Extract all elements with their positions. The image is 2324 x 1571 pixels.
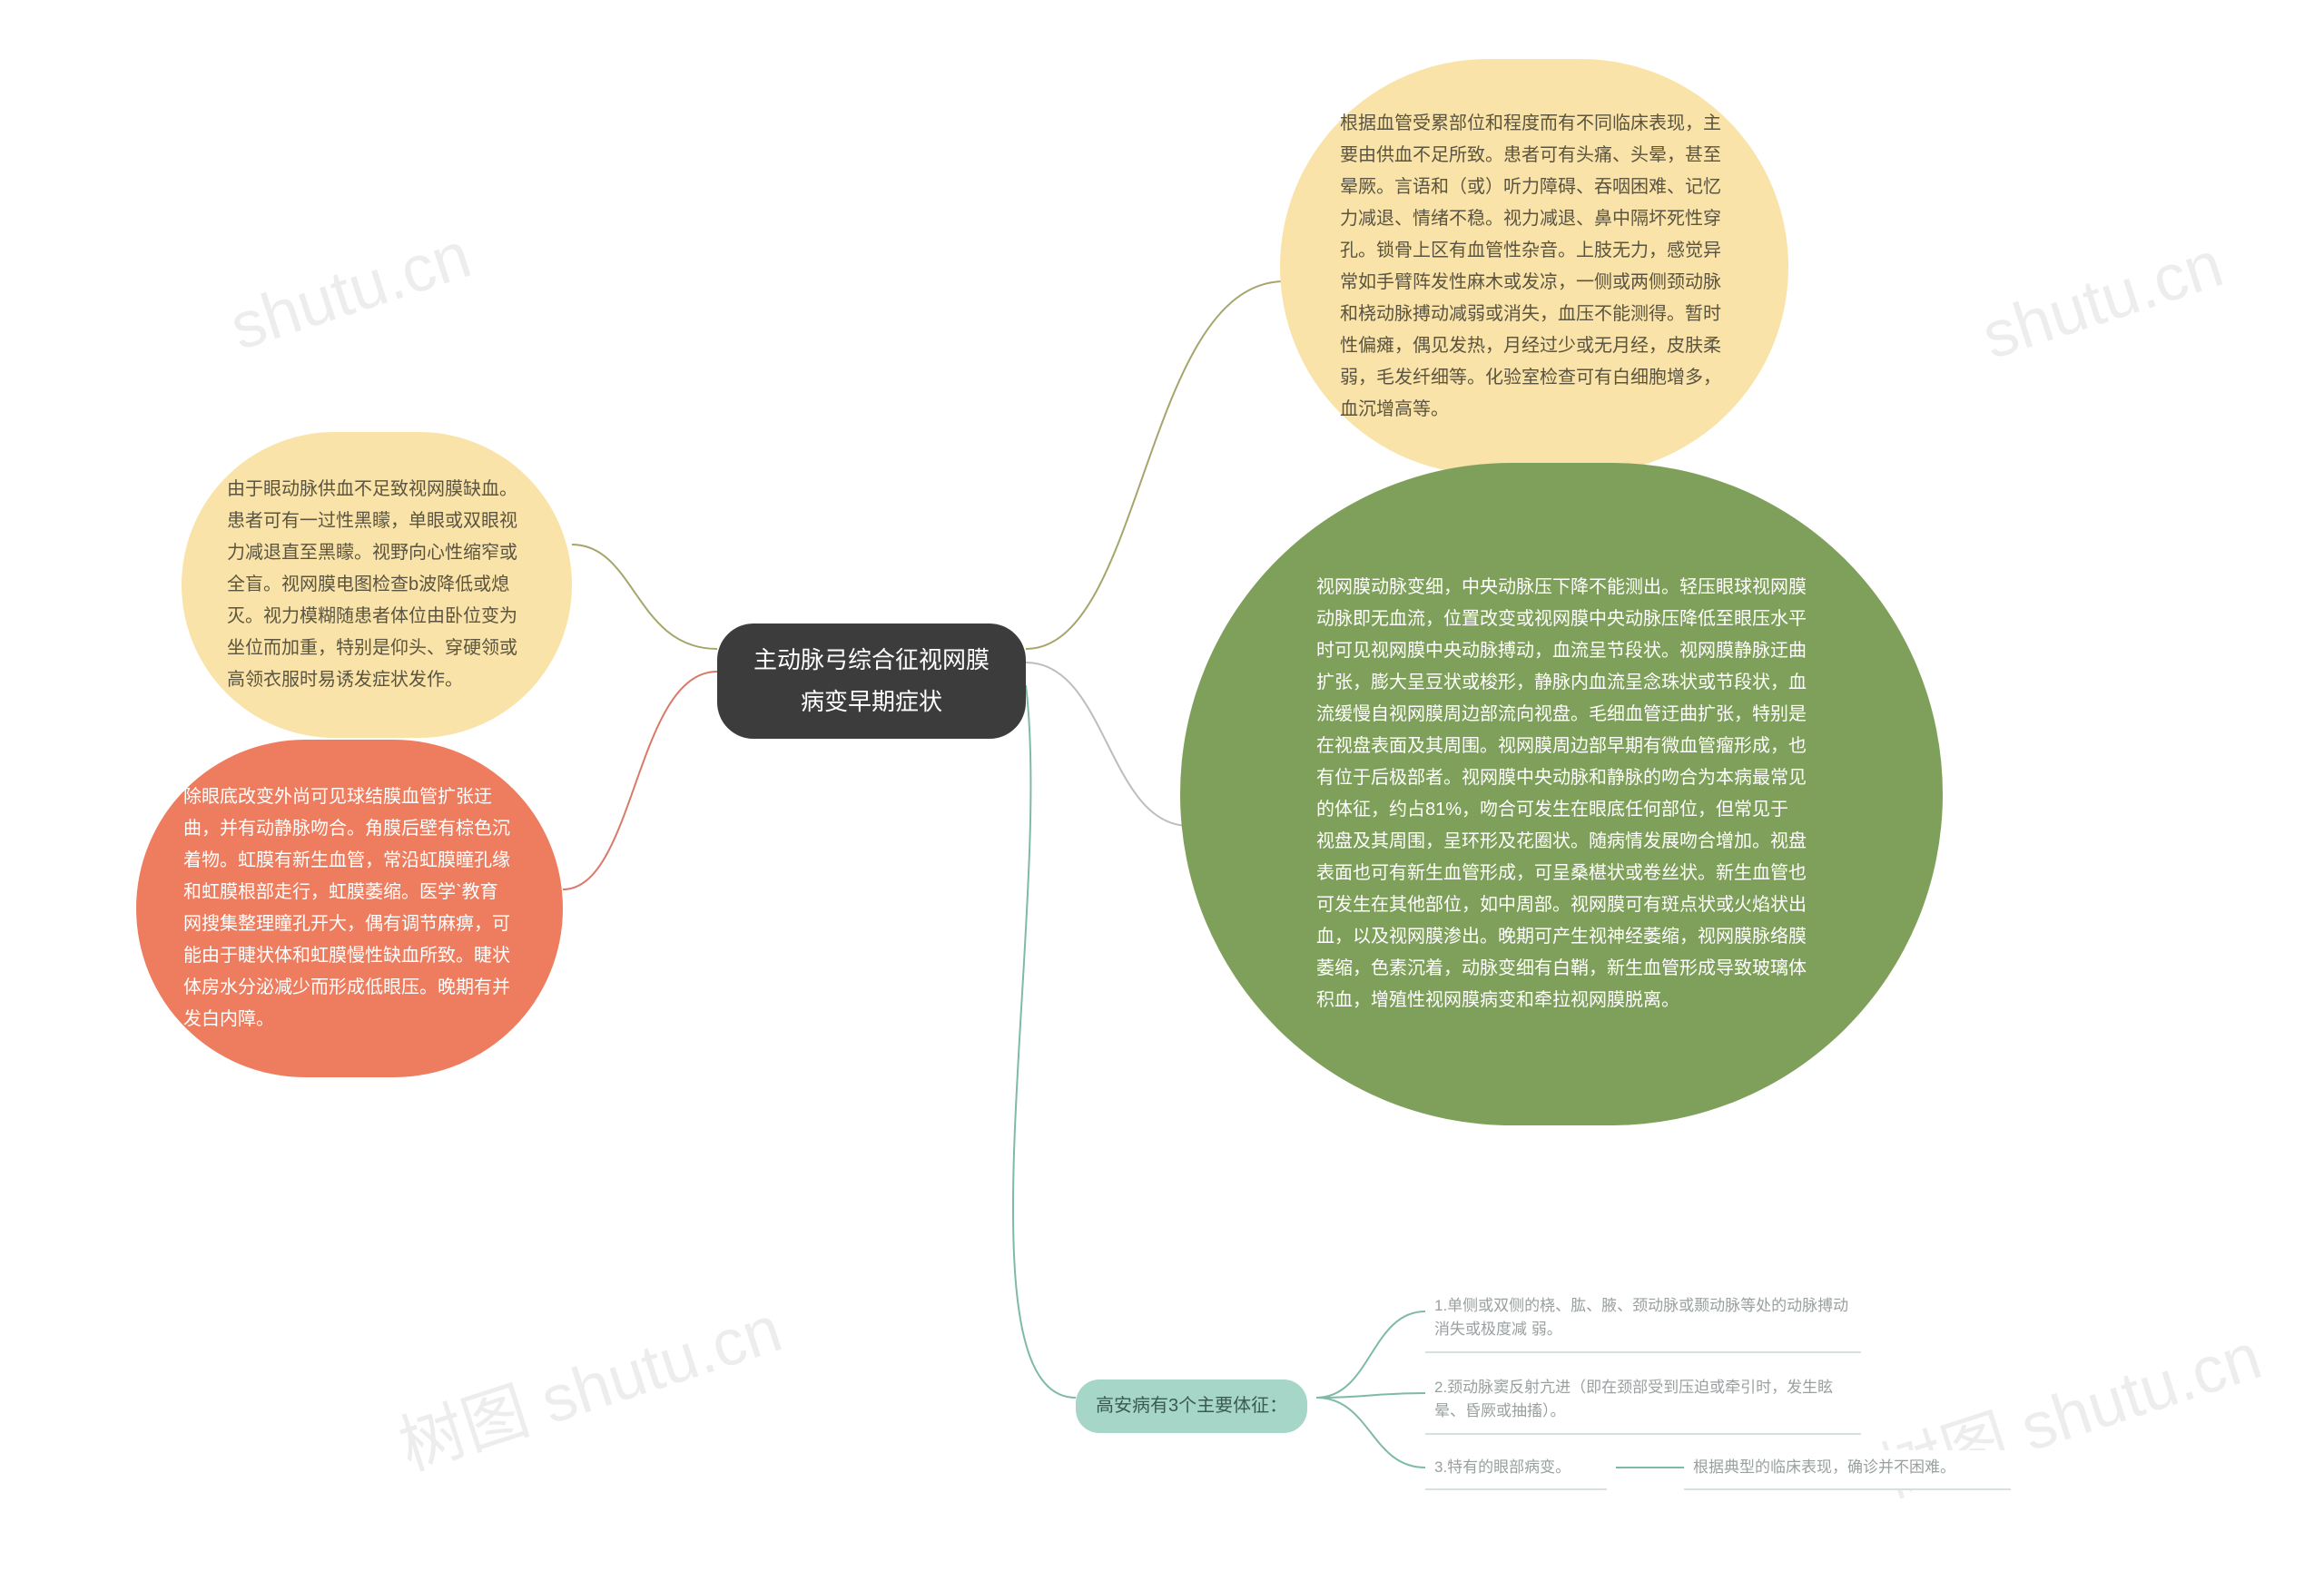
branch-text: 根据血管受累部位和程度而有不同临床表现，主要由供血不足所致。患者可有头痛、头晕，…	[1340, 113, 1721, 419]
connector	[1026, 281, 1285, 649]
branch-takayasu-signs[interactable]: 高安病有3个主要体征：	[1076, 1380, 1307, 1433]
leaf-text: 2.颈动脉窦反射亢进（即在颈部受到压迫或牵引时，发生眩晕、昏厥或抽搐）。	[1434, 1379, 1833, 1419]
branch-text: 视网膜动脉变细，中央动脉压下降不能测出。轻压眼球视网膜动脉即无血流，位置改变或视…	[1316, 577, 1807, 1010]
watermark: shutu.cn	[1974, 227, 2231, 374]
branch-visual-symptoms[interactable]: 由于眼动脉供血不足致视网膜缺血。患者可有一过性黑矇，单眼或双眼视力减退直至黑矇。…	[182, 432, 572, 738]
branch-text: 除眼底改变外尚可见球结膜血管扩张迂曲，并有动静脉吻合。角膜后壁有棕色沉着物。虹膜…	[183, 787, 510, 1029]
connector	[572, 545, 717, 649]
leaf-text: 3.特有的眼部病变。	[1434, 1458, 1571, 1476]
branch-text: 由于眼动脉供血不足致视网膜缺血。患者可有一过性黑矇，单眼或双眼视力减退直至黑矇。…	[227, 479, 517, 690]
branch-text: 高安病有3个主要体征：	[1096, 1396, 1287, 1416]
leaf-sign-3[interactable]: 3.特有的眼部病变。	[1425, 1450, 1607, 1490]
connector	[1316, 1398, 1425, 1468]
connector	[1026, 663, 1189, 826]
leaf-sign-2[interactable]: 2.颈动脉窦反射亢进（即在颈部受到压迫或牵引时，发生眩晕、昏厥或抽搐）。	[1425, 1370, 1861, 1435]
connector	[563, 672, 717, 889]
mindmap-canvas: shutu.cnshutu.cn树图 shutu.cn树图 shutu.cn树图…	[0, 0, 2324, 1571]
connector	[1316, 1311, 1425, 1398]
connector	[1013, 685, 1076, 1398]
watermark: shutu.cn	[222, 218, 479, 365]
leaf-text: 1.单侧或双侧的桡、肱、腋、颈动脉或颞动脉等处的动脉搏动消失或极度减 弱。	[1434, 1297, 1848, 1338]
watermark: 树图 shutu.cn	[385, 1275, 791, 1488]
center-topic[interactable]: 主动脉弓综合征视网膜病变早期症状	[717, 623, 1026, 739]
branch-retinal-findings[interactable]: 视网膜动脉变细，中央动脉压下降不能测出。轻压眼球视网膜动脉即无血流，位置改变或视…	[1180, 463, 1943, 1125]
center-topic-text: 主动脉弓综合征视网膜病变早期症状	[753, 646, 990, 715]
connector	[1316, 1393, 1425, 1398]
branch-systemic-symptoms[interactable]: 根据血管受累部位和程度而有不同临床表现，主要由供血不足所致。患者可有头痛、头晕，…	[1280, 59, 1788, 475]
branch-anterior-segment[interactable]: 除眼底改变外尚可见球结膜血管扩张迂曲，并有动静脉吻合。角膜后壁有棕色沉着物。虹膜…	[136, 740, 563, 1077]
leaf-diagnosis-note[interactable]: 根据典型的临床表现，确诊并不困难。	[1684, 1450, 2011, 1490]
leaf-text: 根据典型的临床表现，确诊并不困难。	[1693, 1458, 1955, 1476]
leaf-sign-1[interactable]: 1.单侧或双侧的桡、肱、腋、颈动脉或颞动脉等处的动脉搏动消失或极度减 弱。	[1425, 1289, 1861, 1353]
